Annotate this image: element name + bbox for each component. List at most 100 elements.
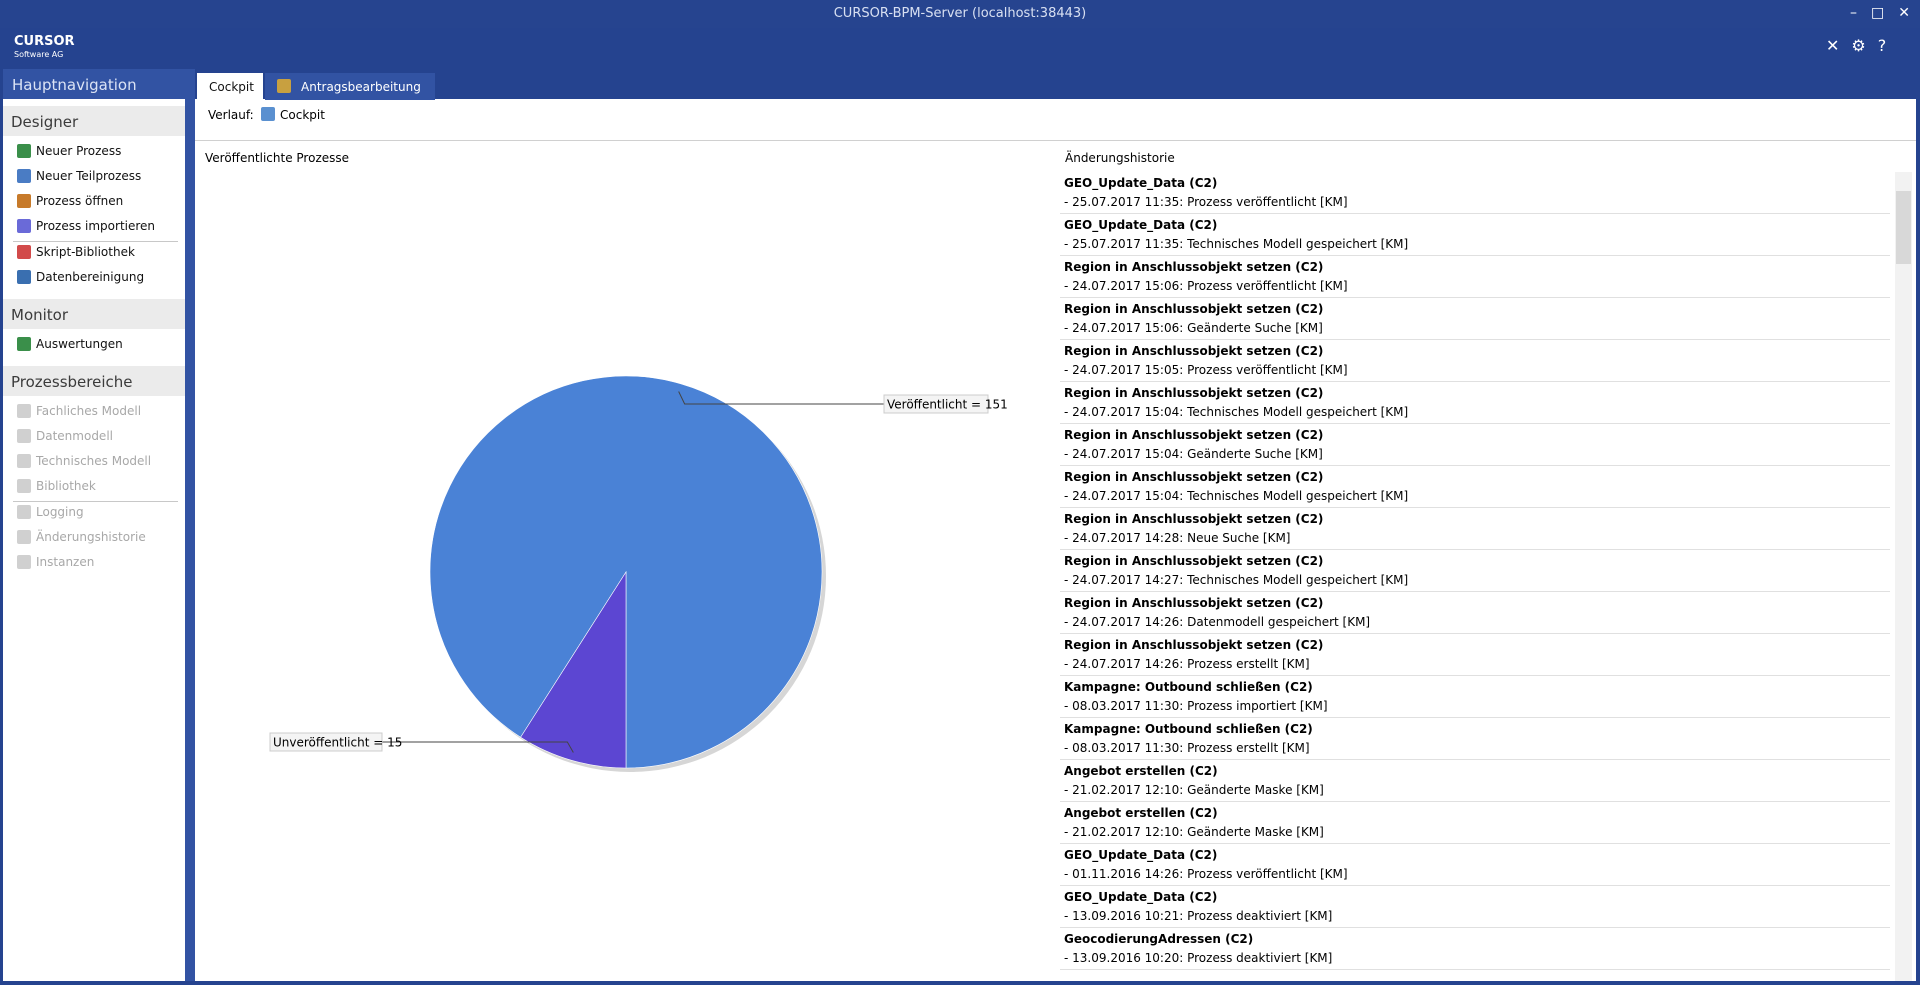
data-label: Unveröffentlicht = 15 — [273, 736, 402, 750]
chart-title: Veröffentlichte Prozesse — [205, 151, 350, 165]
pie-slice — [520, 570, 627, 769]
nav-item[interactable]: Auswertungen — [36, 337, 123, 351]
title-bar — [0, 0, 1920, 28]
nav-item: Fachliches Modell — [36, 404, 142, 418]
history-detail: - 01.11.2016 14:26: Prozess veröffentlic… — [1064, 867, 1348, 881]
nav-icon — [17, 530, 31, 544]
history-separator — [1060, 423, 1890, 424]
history-name[interactable]: Kampagne: Outbound schließen (C2) — [1064, 722, 1313, 736]
window-title: CURSOR-BPM-Server (localhost:38443) — [833, 6, 1087, 21]
nav-title-bar — [3, 69, 185, 99]
nav-item[interactable]: Prozess importieren — [36, 219, 156, 233]
tab-label[interactable]: Cockpit — [209, 80, 254, 94]
nav-item: Bibliothek — [36, 479, 96, 493]
history-separator — [1060, 549, 1890, 550]
history-name[interactable]: Kampagne: Outbound schließen (C2) — [1064, 680, 1313, 694]
nav-item[interactable]: Skript-Bibliothek — [36, 245, 135, 259]
history-name[interactable]: Region in Anschlussobjekt setzen (C2) — [1064, 638, 1324, 652]
breadcrumb-icon — [261, 107, 275, 121]
history-detail: - 08.03.2017 11:30: Prozess importiert [… — [1064, 699, 1328, 713]
history-detail: - 24.07.2017 14:27: Technisches Modell g… — [1064, 573, 1409, 587]
history-name[interactable]: GEO_Update_Data (C2) — [1064, 848, 1218, 862]
splitter[interactable] — [185, 69, 195, 981]
nav-title: Hauptnavigation — [12, 76, 137, 94]
history-name[interactable]: Angebot erstellen (C2) — [1064, 764, 1218, 778]
nav-section-header — [3, 106, 185, 136]
history-detail: - 13.09.2016 10:20: Prozess deaktiviert … — [1064, 951, 1333, 965]
history-detail: - 24.07.2017 15:06: Prozess veröffentlic… — [1064, 279, 1348, 293]
nav-icon — [17, 270, 31, 284]
nav-icon — [17, 144, 31, 158]
history-separator — [1060, 675, 1890, 676]
history-detail: - 24.07.2017 15:05: Prozess veröffentlic… — [1064, 363, 1348, 377]
tab[interactable] — [265, 73, 435, 100]
history-separator — [1060, 969, 1890, 970]
history-name[interactable]: GEO_Update_Data (C2) — [1064, 218, 1218, 232]
history-separator — [1060, 801, 1890, 802]
nav-icon — [17, 505, 31, 519]
history-name[interactable]: GEO_Update_Data (C2) — [1064, 176, 1218, 190]
pie-chart: Veröffentlicht = 151 Unveröffentlicht = 1… — [269, 375, 1008, 772]
nav-item[interactable]: Neuer Prozess — [36, 144, 122, 158]
history-name[interactable]: Angebot erstellen (C2) — [1064, 806, 1218, 820]
nav-item: Logging — [36, 505, 84, 519]
history-name[interactable]: Region in Anschlussobjekt setzen (C2) — [1064, 554, 1324, 568]
history-separator — [1060, 843, 1890, 844]
history-detail: - 25.07.2017 11:35: Technisches Modell g… — [1064, 237, 1409, 251]
scrollbar[interactable] — [1895, 172, 1912, 981]
brand-name: CURSOR — [14, 34, 75, 49]
history-title: Änderungshistorie — [1065, 151, 1175, 165]
history-separator — [1060, 213, 1890, 214]
nav-item: Datenmodell — [36, 429, 113, 443]
history-name[interactable]: GEO_Update_Data (C2) — [1064, 890, 1218, 904]
history-name[interactable]: Region in Anschlussobjekt setzen (C2) — [1064, 302, 1324, 316]
history-name[interactable]: Region in Anschlussobjekt setzen (C2) — [1064, 344, 1324, 358]
history-name[interactable]: Region in Anschlussobjekt setzen (C2) — [1064, 386, 1324, 400]
nav-icon — [17, 194, 31, 208]
history-separator — [1060, 465, 1890, 466]
nav-item: Änderungshistorie — [36, 530, 146, 544]
nav-item[interactable]: Datenbereinigung — [36, 270, 145, 284]
nav-icon — [17, 454, 31, 468]
history-separator — [1060, 717, 1890, 718]
history-name[interactable]: Region in Anschlussobjekt setzen (C2) — [1064, 260, 1324, 274]
history-name[interactable]: Region in Anschlussobjekt setzen (C2) — [1064, 470, 1324, 484]
brand-sub: Software AG — [14, 50, 64, 59]
history-separator — [1060, 507, 1890, 508]
leader-line — [678, 391, 884, 405]
label-box — [883, 394, 989, 414]
window-controls[interactable]: –□✕ — [1850, 5, 1920, 21]
tab-strip — [195, 69, 1916, 99]
history-detail: - 25.07.2017 11:35: Prozess veröffentlic… — [1064, 195, 1348, 209]
nav-item: Instanzen — [36, 555, 95, 569]
divider — [195, 140, 1916, 141]
nav-section-header — [3, 366, 185, 396]
navigation-panel: Hauptnavigation Designer Neuer Prozess Neu… — [3, 69, 185, 981]
tab[interactable] — [197, 73, 263, 100]
history-separator — [1060, 885, 1890, 886]
nav-separator — [13, 501, 178, 502]
history-separator — [1060, 927, 1890, 928]
nav-icon — [17, 337, 31, 351]
history-name[interactable]: Region in Anschlussobjekt setzen (C2) — [1064, 596, 1324, 610]
history-separator — [1060, 591, 1890, 592]
breadcrumb-item[interactable]: Cockpit — [280, 108, 325, 122]
breadcrumb-label: Verlauf: — [208, 108, 254, 122]
tab-icon — [277, 79, 291, 93]
data-label: Veröffentlicht = 151 — [887, 398, 1008, 412]
scrollbar-thumb[interactable] — [1896, 191, 1911, 264]
history-name[interactable]: Region in Anschlussobjekt setzen (C2) — [1064, 512, 1324, 526]
toolbar-icons[interactable]: ✕⚙? — [1826, 36, 1899, 55]
tab-label[interactable]: Antragsbearbeitung — [301, 80, 421, 94]
nav-item[interactable]: Prozess öffnen — [36, 194, 124, 208]
history-list: GEO_Update_Data (C2) - 25.07.2017 11:35:… — [1060, 172, 1890, 981]
nav-icon — [17, 429, 31, 443]
nav-section-title: Designer — [11, 113, 79, 131]
history-detail: - 24.07.2017 14:26: Datenmodell gespeich… — [1064, 615, 1371, 629]
nav-item[interactable]: Neuer Teilprozess — [36, 169, 142, 183]
history-name[interactable]: Region in Anschlussobjekt setzen (C2) — [1064, 428, 1324, 442]
history-name[interactable]: GeocodierungAdressen (C2) — [1064, 932, 1254, 946]
leader-line — [382, 741, 574, 753]
nav-separator — [13, 241, 178, 242]
